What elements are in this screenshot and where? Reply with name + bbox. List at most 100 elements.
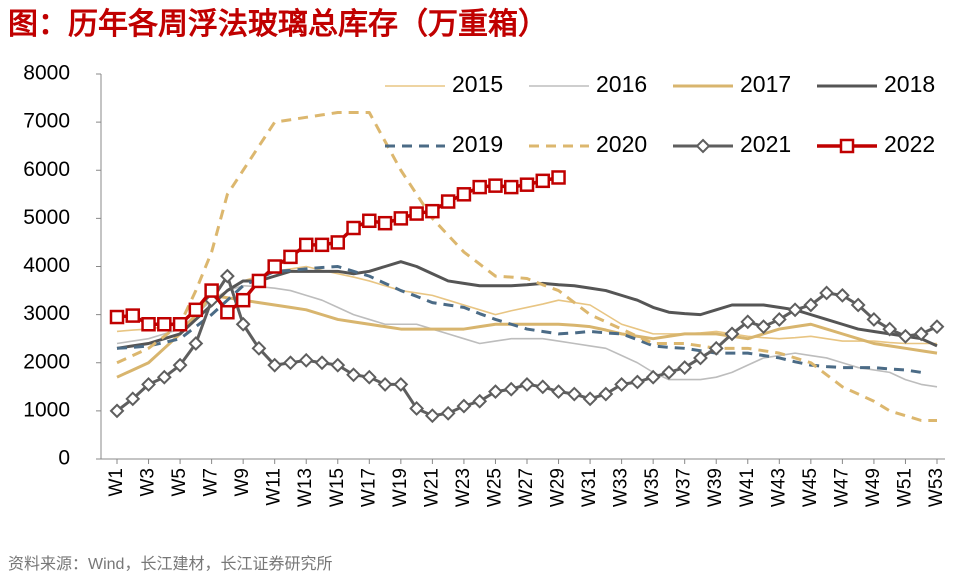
- legend-label: 2021: [740, 131, 791, 157]
- x-tick-label: W49: [863, 468, 884, 507]
- data-point: [172, 317, 188, 332]
- y-tick-label: 6000: [23, 158, 70, 181]
- data-point: [235, 292, 251, 308]
- data-point: [425, 203, 440, 219]
- data-point: [488, 178, 503, 193]
- data-point: [535, 379, 551, 395]
- x-tick-label: W39: [705, 468, 726, 507]
- y-tick-label: 3000: [23, 302, 70, 325]
- x-tick-label: W35: [642, 468, 663, 507]
- data-point: [314, 237, 330, 253]
- legend-marker: [695, 138, 711, 154]
- data-point: [361, 369, 377, 385]
- data-point: [235, 316, 251, 332]
- data-point: [283, 249, 298, 265]
- data-point: [472, 179, 487, 195]
- data-point: [850, 297, 866, 313]
- legend-label: 2017: [740, 71, 791, 97]
- data-point: [819, 285, 835, 301]
- x-tick-label: W3: [138, 468, 159, 497]
- data-point: [551, 170, 566, 185]
- data-point: [771, 312, 787, 327]
- data-point: [141, 376, 156, 392]
- x-tick-label: W15: [327, 468, 348, 507]
- data-point: [440, 194, 456, 209]
- data-point: [377, 215, 393, 231]
- data-point: [503, 179, 519, 195]
- data-point: [251, 340, 267, 356]
- legend-label: 2015: [452, 71, 503, 97]
- data-point: [472, 393, 488, 409]
- data-point: [551, 384, 566, 400]
- data-point: [598, 386, 614, 402]
- data-point: [219, 268, 235, 284]
- data-point: [188, 302, 204, 318]
- data-point: [929, 319, 945, 335]
- legend-marker: [839, 138, 855, 154]
- data-point: [298, 237, 314, 253]
- x-tick-label: W9: [232, 468, 253, 497]
- data-point: [283, 355, 298, 371]
- legend-label: 2020: [596, 131, 647, 157]
- data-point: [125, 308, 141, 323]
- data-point: [566, 386, 582, 402]
- data-point: [629, 374, 645, 390]
- data-point: [787, 302, 803, 318]
- data-point: [724, 326, 740, 342]
- data-point: [125, 391, 141, 407]
- data-point: [362, 213, 377, 229]
- x-tick-label: W47: [831, 468, 852, 507]
- data-point: [456, 187, 472, 202]
- data-point: [346, 367, 361, 383]
- series-line: [116, 293, 938, 379]
- data-point: [330, 235, 346, 250]
- x-tick-label: W45: [800, 468, 821, 507]
- data-point: [535, 173, 551, 189]
- x-tick-label: W13: [295, 468, 316, 507]
- data-point: [661, 364, 677, 380]
- data-point: [834, 287, 850, 303]
- x-tick-label: W37: [674, 468, 695, 507]
- x-tick-label: W1: [106, 468, 127, 497]
- x-tick-label: W27: [516, 468, 537, 507]
- data-point: [424, 408, 440, 424]
- x-tick-label: W31: [579, 468, 600, 507]
- chart-title: 图：历年各周浮法玻璃总库存（万重箱）: [8, 7, 548, 41]
- data-point: [156, 369, 172, 385]
- data-point: [377, 376, 393, 392]
- x-tick-label: W25: [484, 468, 505, 507]
- data-point: [803, 297, 819, 313]
- data-point: [677, 360, 693, 375]
- x-tick-label: W41: [737, 468, 758, 507]
- data-point: [172, 357, 188, 373]
- legend-label: 2018: [884, 71, 935, 97]
- y-tick-label: 0: [58, 447, 70, 470]
- source: 资料来源：Wind，长江建材，长江证券研究所: [8, 555, 332, 573]
- data-point: [740, 314, 756, 330]
- y-tick-label: 8000: [23, 62, 70, 85]
- data-point: [519, 376, 535, 392]
- data-point: [440, 405, 456, 421]
- data-point: [488, 384, 503, 400]
- series-line: [116, 175, 559, 326]
- data-point: [251, 273, 267, 289]
- data-point: [409, 206, 424, 221]
- x-tick-label: W33: [611, 468, 632, 507]
- data-point: [346, 220, 361, 236]
- data-point: [582, 391, 598, 407]
- data-point: [913, 326, 929, 342]
- legend-label: 2019: [452, 131, 503, 157]
- data-point: [882, 321, 898, 337]
- data-point: [267, 357, 283, 373]
- data-point: [708, 340, 724, 356]
- data-point: [298, 352, 314, 368]
- data-point: [756, 319, 771, 335]
- x-tick-label: W7: [201, 468, 222, 497]
- data-point: [330, 357, 346, 373]
- x-tick-label: W5: [169, 468, 190, 497]
- legend-label: 2022: [884, 131, 935, 157]
- x-tick-label: W51: [894, 468, 915, 507]
- data-point: [393, 376, 409, 392]
- y-tick-label: 2000: [23, 350, 70, 373]
